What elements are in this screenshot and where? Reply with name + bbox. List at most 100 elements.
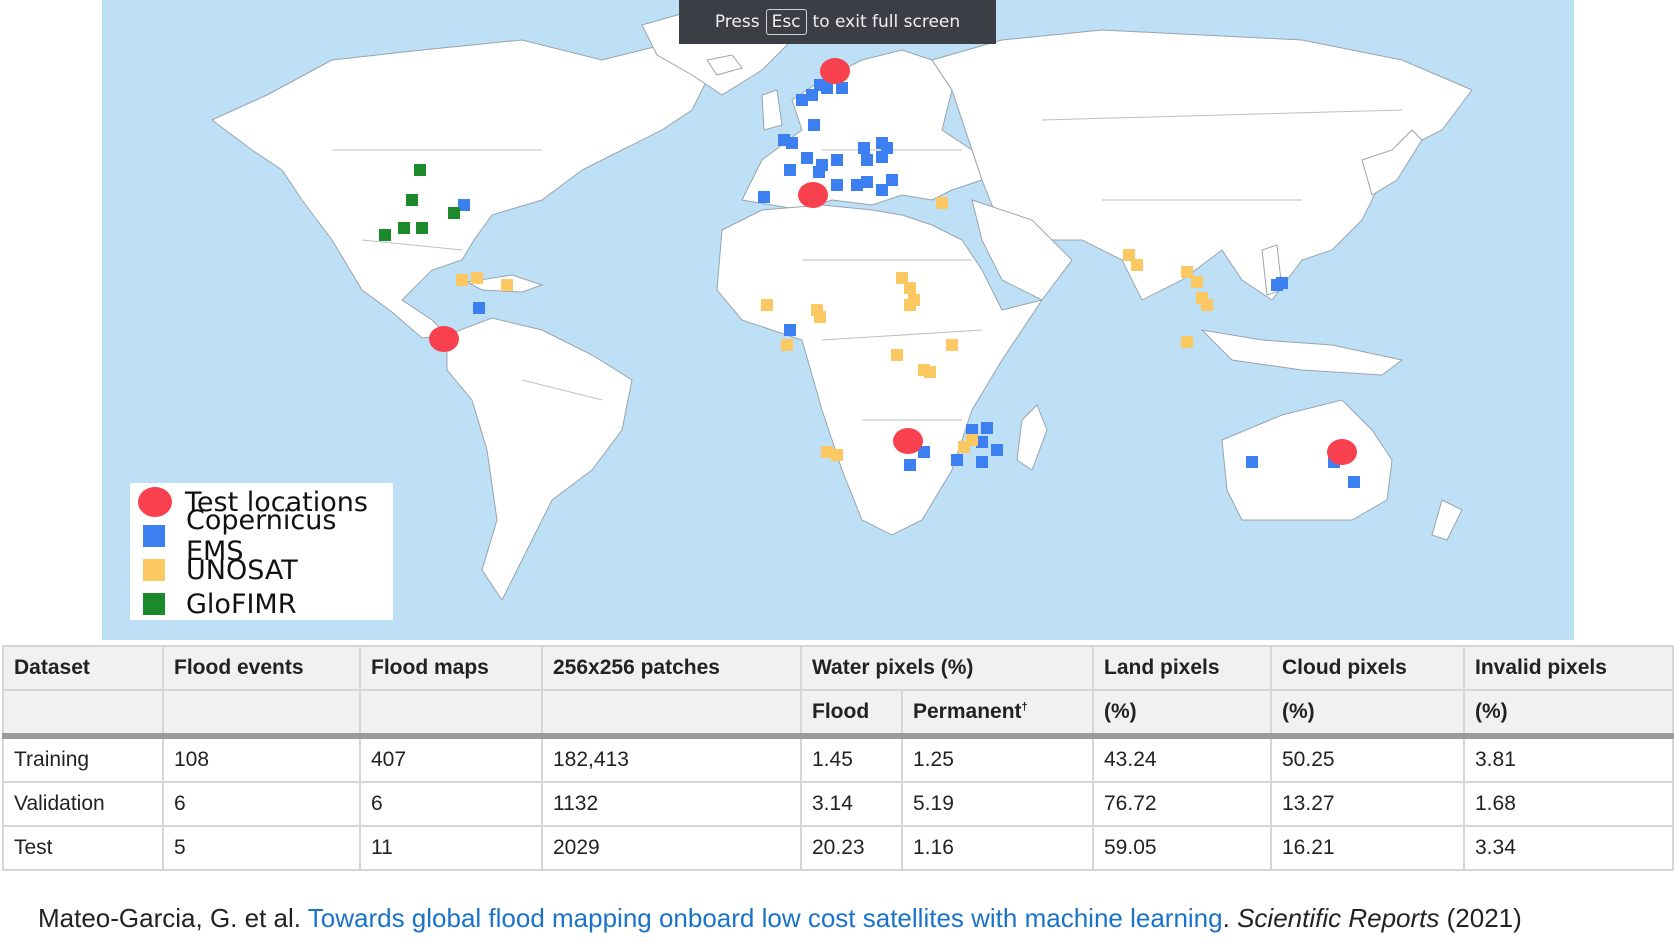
banner-prefix: Press — [714, 12, 760, 32]
japan — [1361, 129, 1423, 196]
subheader-flood: Flood — [800, 689, 903, 739]
new-zealand — [1431, 499, 1463, 541]
copernicus-ems-marker — [796, 94, 808, 106]
cell-land: 59.05 — [1092, 825, 1272, 871]
copernicus-ems-marker — [981, 422, 993, 434]
arabia — [971, 199, 1073, 301]
cell-flood-maps: 407 — [359, 735, 543, 783]
fullscreen-exit-banner: Press Esc to exit full screen — [679, 0, 996, 44]
subheader-invalid-unit: (%) — [1463, 689, 1674, 739]
subheader-empty — [162, 689, 361, 739]
table-row: Test 5 11 2029 20.23 1.16 59.05 16.21 3.… — [2, 825, 1674, 871]
header-land-pixels: Land pixels — [1092, 645, 1272, 691]
copernicus-ems-marker — [858, 142, 870, 154]
copernicus-ems-marker — [784, 324, 796, 336]
europe — [741, 49, 983, 211]
copernicus-ems-marker — [851, 179, 863, 191]
copernicus-ems-marker — [806, 89, 818, 101]
cell-water-flood: 1.45 — [800, 735, 903, 783]
copernicus-ems-marker — [808, 119, 820, 131]
header-cloud-pixels: Cloud pixels — [1270, 645, 1465, 691]
copernicus-ems-marker — [831, 154, 843, 166]
unosat-marker — [904, 299, 916, 311]
copernicus-ems-marker — [861, 154, 873, 166]
cell-invalid: 1.68 — [1463, 781, 1674, 827]
header-flood-maps: Flood maps — [359, 645, 543, 691]
glofimr-marker — [398, 222, 410, 234]
copernicus-ems-marker — [801, 152, 813, 164]
south-america — [446, 317, 633, 601]
test-location-marker — [820, 58, 850, 84]
unosat-marker — [958, 441, 970, 453]
unosat-marker — [1181, 266, 1193, 278]
subheader-empty — [359, 689, 543, 739]
copernicus-ems-marker — [836, 82, 848, 94]
copernicus-ems-marker — [886, 174, 898, 186]
cell-dataset: Test — [2, 825, 164, 871]
copernicus-ems-marker — [861, 176, 873, 188]
legend-label: Copernicus EMS — [186, 505, 337, 567]
table-body: Training 108 407 182,413 1.45 1.25 43.24… — [2, 735, 1674, 871]
glofimr-marker — [416, 222, 428, 234]
table-row: Training 108 407 182,413 1.45 1.25 43.24… — [2, 735, 1674, 783]
legend-label: GloFIMR — [186, 588, 297, 620]
test-location-marker — [429, 326, 459, 352]
esc-key-badge: Esc — [765, 9, 807, 35]
copernicus-ems-marker — [786, 137, 798, 149]
copernicus-ems-marker — [758, 191, 770, 203]
copernicus-ems-marker — [813, 166, 825, 178]
flood-markers — [379, 58, 1360, 488]
header-water-pixels: Water pixels (%) — [800, 645, 1094, 691]
unosat-marker — [821, 446, 833, 458]
legend-item-copernicus-ems: Copernicus EMS — [138, 505, 393, 567]
legend-item-test-locations: Test locations — [138, 485, 368, 519]
yellow-square-icon — [143, 559, 165, 581]
blue-square-icon — [143, 525, 165, 547]
copernicus-ems-marker — [784, 164, 796, 176]
legend-item-unosat: UNOSAT — [138, 553, 298, 587]
citation-authors: Mateo-Garcia, G. et al. — [38, 903, 301, 933]
copernicus-ems-marker — [976, 436, 988, 448]
citation-title-link[interactable]: Towards global flood mapping onboard low… — [307, 903, 1223, 933]
copernicus-ems-marker — [976, 456, 988, 468]
glofimr-marker — [448, 207, 460, 219]
cell-land: 76.72 — [1092, 781, 1272, 827]
world-map-canvas — [211, 7, 1473, 601]
unosat-marker — [946, 339, 958, 351]
cell-invalid: 3.81 — [1463, 735, 1674, 783]
country-borders — [332, 109, 1403, 421]
copernicus-ems-marker — [966, 424, 978, 436]
header-dataset: Dataset — [2, 645, 164, 691]
cell-cloud: 13.27 — [1270, 781, 1465, 827]
cell-flood-events: 108 — [162, 735, 361, 783]
green-square-icon — [143, 593, 165, 615]
cell-dataset: Training — [2, 735, 164, 783]
subheader-empty — [541, 689, 802, 739]
madagascar — [1016, 404, 1048, 471]
subheader-permanent: Permanent† — [901, 689, 1094, 739]
dataset-table: Dataset Flood events Flood maps 256x256 … — [2, 645, 1674, 871]
table-row: Validation 6 6 1132 3.14 5.19 76.72 13.2… — [2, 781, 1674, 827]
dagger-footnote-mark: † — [1021, 701, 1028, 713]
copernicus-ems-marker — [831, 179, 843, 191]
unosat-marker — [924, 366, 936, 378]
unosat-marker — [1123, 249, 1135, 261]
citation-year: (2021) — [1446, 903, 1522, 933]
subheader-empty — [2, 689, 164, 739]
cell-water-flood: 20.23 — [800, 825, 903, 871]
iceland — [706, 54, 743, 76]
cell-patches: 182,413 — [541, 735, 802, 783]
unosat-marker — [936, 197, 948, 209]
copernicus-ems-marker — [473, 302, 485, 314]
copernicus-ems-marker — [876, 137, 888, 149]
unosat-marker — [456, 274, 468, 286]
cell-flood-maps: 11 — [359, 825, 543, 871]
cell-water-permanent: 1.16 — [901, 825, 1094, 871]
unosat-marker — [1191, 276, 1203, 288]
legend-label: Test locations — [185, 486, 368, 518]
british-isles — [761, 89, 783, 131]
unosat-marker — [761, 299, 773, 311]
glofimr-marker — [406, 194, 418, 206]
unosat-marker — [831, 449, 843, 461]
unosat-marker — [1131, 259, 1143, 271]
